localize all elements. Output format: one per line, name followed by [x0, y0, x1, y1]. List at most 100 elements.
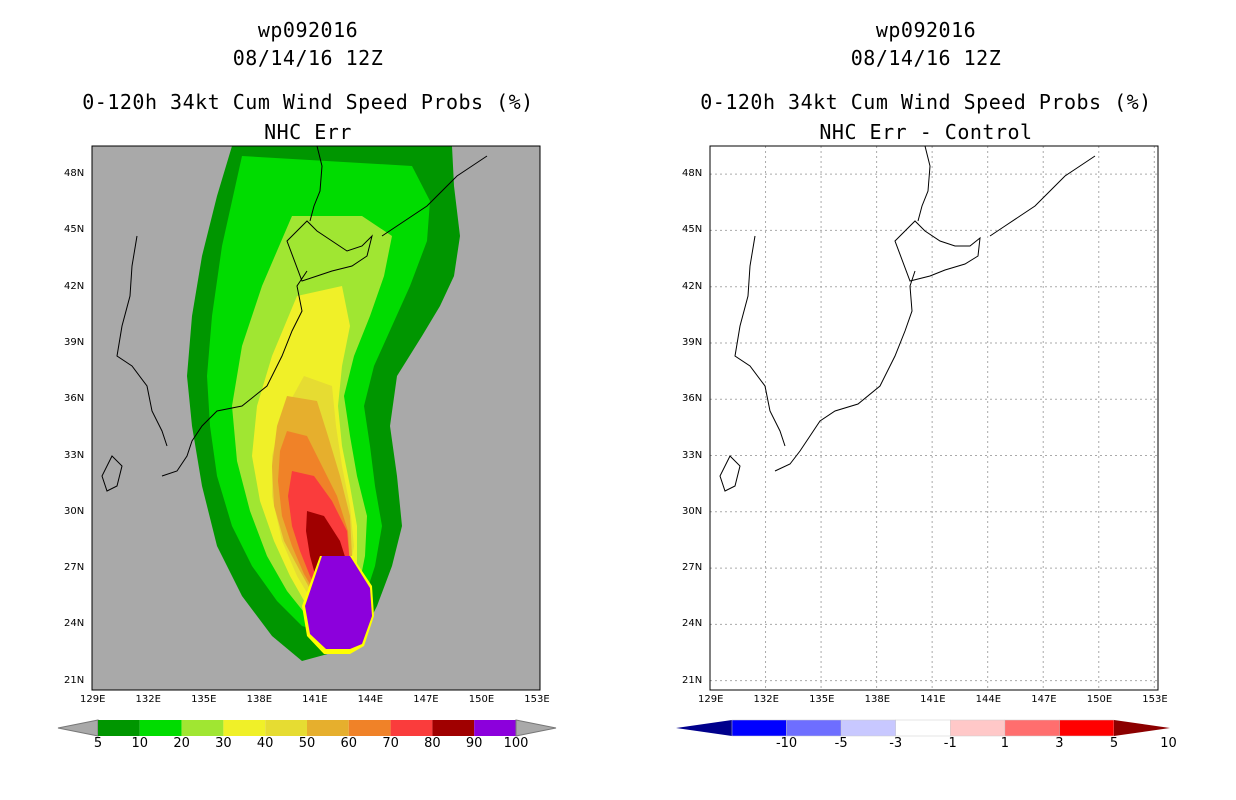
right_panel-lat-label: 42N [682, 280, 703, 292]
left-probability-map [91, 145, 541, 691]
right_panel-lon-label: 141E [920, 694, 946, 705]
left_panel-lat-label: 24N [64, 618, 85, 630]
colorbar-label: 30 [215, 736, 232, 751]
left_panel-lat-label: 21N [64, 674, 85, 686]
colorbar-label: 80 [424, 736, 441, 751]
sakhalin-coast [309, 145, 323, 222]
colorbar-box [1004, 719, 1060, 737]
right_panel-lat-label: 30N [682, 505, 703, 517]
left_panel-lon-label: 129E [80, 694, 106, 705]
japan-honshu-coast [774, 270, 916, 472]
colorbar-label: 20 [173, 736, 190, 751]
colorbar-box [181, 720, 224, 736]
colorbar-box [840, 719, 896, 737]
colorbar-box [950, 719, 1006, 737]
colorbar-box [98, 720, 140, 736]
kyushu-coast [101, 455, 123, 492]
right-title-line-1: wp092016 [875, 18, 977, 42]
colorbar-label: 50 [298, 736, 316, 751]
kuril-islands [381, 155, 488, 237]
left_panel-lat-label: 42N [64, 280, 85, 292]
colorbar-label: 5 [1109, 736, 1119, 751]
colorbar-label: 90 [465, 736, 483, 751]
left_panel-lon-label: 132E [135, 694, 161, 705]
colorbar-label: -1 [943, 736, 957, 751]
kuril-islands [989, 155, 1096, 237]
colorbar-box [432, 720, 475, 736]
kyushu-coast [719, 455, 741, 492]
colorbar-upper-arrow [1114, 720, 1170, 736]
left_panel-lat-label: 48N [64, 168, 85, 180]
right_panel-lon-label: 132E [753, 694, 779, 705]
left_panel-lat-label: 30N [64, 505, 85, 517]
probability-contours [187, 146, 460, 661]
colorbar-upper-arrow [515, 719, 557, 737]
hokkaido-coast [286, 220, 373, 282]
korea-coast [734, 235, 786, 447]
right_panel-lat-label: 45N [682, 224, 703, 236]
map-frame [709, 145, 1159, 691]
colorbar-box [786, 719, 842, 737]
colorbar-box [223, 720, 266, 736]
colorbar-label: -3 [889, 736, 903, 751]
left_panel-lat-label: 33N [64, 449, 85, 461]
colorbar-box [474, 720, 516, 736]
left_panel-lon-label: 138E [246, 694, 273, 705]
sakhalin-coast [917, 145, 931, 222]
right_panel-lon-label: 153E [1142, 694, 1168, 705]
japan-honshu-coast [161, 270, 308, 477]
right-title-line-4: NHC Err - Control [819, 120, 1033, 144]
coastlines [101, 145, 488, 492]
right_panel-lat-label: 27N [682, 562, 703, 574]
map-frame [91, 145, 541, 691]
left_panel-lon-label: 153E [524, 694, 550, 705]
right-colorbar [676, 719, 1170, 737]
right-difference-map [709, 145, 1159, 691]
korea-coast [116, 235, 168, 447]
right_panel-lat-label: 24N [682, 618, 703, 630]
left_panel-lat-label: 45N [64, 224, 85, 236]
colorbar-box [265, 720, 307, 736]
left_panel-lon-label: 135E [191, 694, 217, 705]
left-title-line-2: 08/14/16 12Z [232, 46, 384, 70]
colorbar-label: 5 [93, 736, 103, 751]
right_panel-lon-label: 138E [864, 694, 891, 705]
colorbar-box [139, 720, 182, 736]
right_panel-lat-label: 33N [682, 449, 703, 461]
colorbar-label: 40 [256, 736, 274, 751]
colorbar-label: 60 [340, 736, 358, 751]
right_panel-lon-label: 135E [809, 694, 835, 705]
left_panel-lat-label: 36N [64, 393, 85, 405]
right_panel-lon-label: 150E [1086, 694, 1113, 705]
left-colorbar [57, 719, 557, 737]
colorbar-lower-arrow [57, 719, 99, 737]
colorbar-label: -5 [834, 736, 848, 751]
left_panel-lat-label: 27N [64, 562, 85, 574]
right-title-line-2: 08/14/16 12Z [850, 46, 1002, 70]
colorbar-label: 10 [1160, 736, 1177, 751]
left-title-line-3: 0-120h 34kt Cum Wind Speed Probs (%) [82, 90, 534, 114]
colorbar-box [390, 720, 433, 736]
right_panel-lon-label: 147E [1031, 694, 1057, 705]
right_panel-lon-label: 144E [975, 694, 1002, 705]
right-title-line-3: 0-120h 34kt Cum Wind Speed Probs (%) [700, 90, 1152, 114]
right_panel-lat-label: 39N [682, 336, 703, 348]
colorbar-label: 3 [1055, 736, 1064, 751]
right_panel-lon-label: 129E [698, 694, 724, 705]
left_panel-lat-label: 39N [64, 336, 85, 348]
coastlines [719, 145, 1096, 492]
hokkaido-coast [894, 220, 981, 282]
left_panel-lon-label: 147E [413, 694, 439, 705]
left-title-line-1: wp092016 [257, 18, 359, 42]
colorbar-label: 70 [382, 736, 399, 751]
right-map-background [710, 146, 1158, 690]
colorbar-label: -10 [775, 736, 798, 751]
colorbar-label: 10 [131, 736, 149, 751]
contour-100 [305, 556, 372, 649]
colorbar-box [1059, 719, 1115, 737]
colorbar-lower-arrow [676, 720, 732, 736]
right_panel-lat-label: 36N [682, 393, 703, 405]
colorbar-label: 100 [503, 736, 529, 751]
left_panel-lon-label: 141E [302, 694, 328, 705]
colorbar-box [307, 720, 349, 736]
